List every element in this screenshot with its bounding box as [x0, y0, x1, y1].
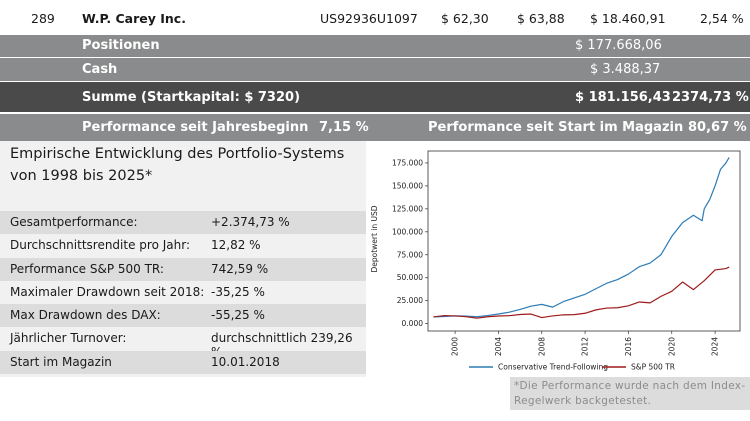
- holding-current-price: $ 63,88: [517, 11, 565, 26]
- metric-value: 12,82 %: [211, 238, 261, 253]
- performance-row: Performance seit Jahresbeginn 7,15 % Per…: [0, 114, 750, 141]
- metric-label: Maximaler Drawdown seit 2018:: [10, 284, 205, 299]
- metric-row: Maximaler Drawdown seit 2018: -35,25 %: [0, 281, 366, 304]
- metric-row: Jährlicher Turnover: durchschnittlich 23…: [0, 327, 366, 359]
- metric-value: -55,25 %: [211, 308, 265, 323]
- metric-row: Max Drawdown des DAX: -55,25 %: [0, 304, 366, 328]
- metric-row: Performance S&P 500 TR: 742,59 %: [0, 257, 366, 281]
- positions-value: $ 177.668,06: [575, 38, 662, 53]
- metric-label: Jährlicher Turnover:: [10, 331, 127, 346]
- y-tick-label: 125.000: [392, 204, 423, 213]
- positions-row: Positionen $ 177.668,06: [0, 35, 750, 57]
- legend-label-1: Conservative Trend-Following: [498, 363, 608, 372]
- sum-label: Summe (Startkapital: $ 7320): [82, 90, 301, 105]
- panel-title: Empirische Entwicklung des Portfolio-Sys…: [10, 143, 360, 187]
- holding-value: $ 18.460,91: [590, 11, 666, 26]
- x-tick-label: 2012: [581, 337, 590, 356]
- y-tick-label: 75.000: [397, 250, 423, 259]
- metric-label: Gesamtperformance:: [10, 215, 138, 229]
- x-tick-label: 2004: [494, 337, 503, 356]
- x-tick-label: 2020: [667, 337, 676, 356]
- x-tick-label: 2008: [537, 337, 546, 356]
- y-tick-label: 150.000: [392, 181, 423, 190]
- metric-row: Gesamtperformance: +2.374,73 %: [0, 211, 366, 235]
- holding-weight: 2,54 %: [700, 11, 744, 26]
- holding-name: W.P. Carey Inc.: [82, 11, 186, 26]
- positions-label: Positionen: [82, 38, 160, 53]
- cash-row: Cash $ 3.488,37: [0, 58, 750, 81]
- footnote-text: *Die Performance wurde nach dem Index-Re…: [514, 380, 746, 407]
- x-tick-label: 2000: [451, 337, 460, 356]
- perf-start-label: Performance seit Start im Magazin: [428, 120, 684, 135]
- metric-row: Start im Magazin 10.01.2018: [0, 350, 366, 375]
- y-tick-label: 0.000: [402, 319, 424, 328]
- y-tick-label: 50.000: [397, 273, 423, 282]
- metrics-table: Gesamtperformance: +2.374,73 % Durchschn…: [0, 211, 366, 375]
- footnote-box: *Die Performance wurde nach dem Index-Re…: [510, 377, 750, 410]
- metric-value: +2.374,73 %: [211, 215, 290, 229]
- metric-value: -35,25 %: [211, 284, 265, 299]
- cash-value: $ 3.488,37: [590, 62, 661, 77]
- series-line-1: [433, 157, 730, 318]
- sum-value: $ 181.156,43: [575, 90, 671, 105]
- metric-value: 742,59 %: [211, 261, 269, 276]
- holding-row: 289 W.P. Carey Inc. US92936U1097 $ 62,30…: [0, 0, 750, 35]
- panel-title-line-2: von 1998 bis 2025*: [10, 168, 153, 184]
- y-axis-label: Depotwert in USD: [370, 205, 379, 272]
- holding-buy-price: $ 62,30: [441, 11, 489, 26]
- y-tick-label: 100.000: [392, 227, 423, 236]
- panel-title-line-1: Empirische Entwicklung des Portfolio-Sys…: [10, 146, 345, 162]
- y-tick-label: 25.000: [397, 296, 423, 305]
- y-tick-label: 175.000: [392, 158, 423, 167]
- metric-label: Start im Magazin: [10, 354, 112, 369]
- chart-axes: 0.000 25.000 50.000 75.000 100.000 125.000 150…: [392, 150, 741, 356]
- perf-ytd-label: Performance seit Jahresbeginn: [82, 120, 309, 135]
- chart-series: [433, 157, 730, 319]
- metric-label: Performance S&P 500 TR:: [10, 261, 164, 276]
- sum-percent: 2374,73 %: [672, 90, 749, 105]
- perf-ytd-value: 7,15 %: [319, 120, 369, 135]
- sum-row: Summe (Startkapital: $ 7320) $ 181.156,4…: [0, 82, 750, 112]
- x-tick-label: 2016: [624, 337, 633, 356]
- legend-label-2: S&P 500 TR: [631, 363, 675, 372]
- cash-label: Cash: [82, 62, 118, 77]
- metric-row: Durchschnittsrendite pro Jahr: 12,82 %: [0, 234, 366, 257]
- holding-rank: 289: [31, 11, 55, 26]
- perf-start-value: 80,67 %: [688, 120, 747, 135]
- chart-legend: Conservative Trend-Following S&P 500 TR: [469, 363, 675, 372]
- performance-chart: 0.000 25.000 50.000 75.000 100.000 125.000 150…: [370, 150, 741, 372]
- series-line-2: [433, 266, 730, 319]
- metric-label: Max Drawdown des DAX:: [10, 308, 161, 323]
- metric-value: 10.01.2018: [211, 354, 280, 369]
- x-tick-label: 2024: [711, 337, 720, 356]
- holding-isin: US92936U1097: [320, 11, 418, 26]
- plot-area: [427, 150, 741, 332]
- metric-label: Durchschnittsrendite pro Jahr:: [10, 238, 190, 253]
